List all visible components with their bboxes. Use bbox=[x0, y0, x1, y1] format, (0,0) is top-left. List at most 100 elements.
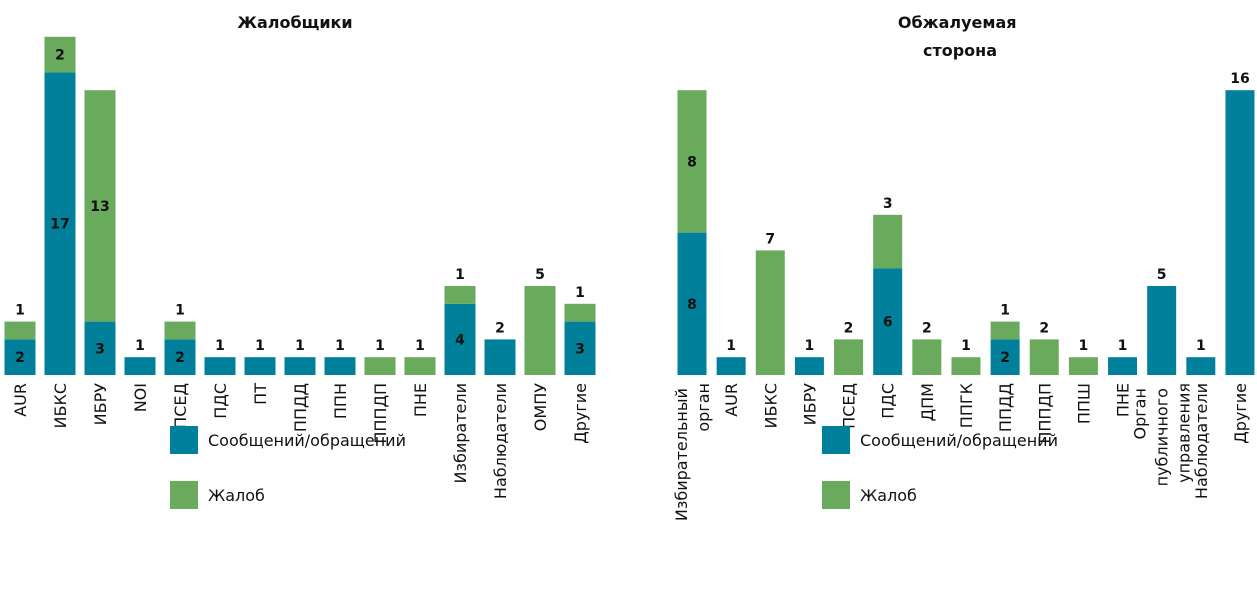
bar-segment bbox=[1108, 357, 1138, 375]
value-label: 4 bbox=[455, 332, 465, 348]
value-label: 6 bbox=[883, 315, 893, 331]
bar-segment bbox=[364, 357, 396, 375]
value-label: 8 bbox=[687, 297, 697, 313]
bar-segment bbox=[990, 339, 1020, 375]
x-tick-label: ППШ bbox=[1074, 383, 1093, 424]
x-tick-label: ИБКС bbox=[51, 383, 70, 428]
x-tick-label: ПСЕД bbox=[840, 383, 859, 429]
x-tick-label: Наблюдатели bbox=[491, 383, 510, 499]
value-label: 8 bbox=[687, 154, 697, 170]
x-tick-label: Другие bbox=[571, 383, 590, 444]
value-label: 2 bbox=[15, 350, 25, 366]
value-label: 2 bbox=[175, 350, 185, 366]
bar-segment bbox=[1029, 339, 1059, 375]
bar-segment bbox=[44, 72, 76, 376]
value-label: 5 bbox=[535, 267, 545, 283]
value-label: 2 bbox=[55, 48, 65, 64]
x-tick-label: Избирательный орган bbox=[672, 383, 713, 521]
x-tick-label: ПНЕ bbox=[1114, 383, 1133, 417]
x-tick-label: ПТ bbox=[251, 383, 270, 405]
bar-segment bbox=[564, 321, 596, 375]
value-label: 1 bbox=[375, 338, 385, 354]
legend-swatch bbox=[822, 481, 850, 509]
bar-segment bbox=[1147, 286, 1177, 375]
value-label: 1 bbox=[805, 338, 815, 354]
bar-segment bbox=[4, 321, 36, 340]
bar-segment bbox=[164, 321, 196, 340]
x-tick-label: ПППДП bbox=[1035, 383, 1054, 444]
value-label: 1 bbox=[961, 338, 971, 354]
value-label: 1 bbox=[455, 267, 465, 283]
bar-segment bbox=[873, 214, 903, 269]
bar-segment bbox=[677, 90, 707, 233]
value-label: 1 bbox=[726, 338, 736, 354]
x-tick-label: ОМПУ bbox=[531, 383, 550, 431]
bar-segment bbox=[912, 339, 942, 375]
bar-segment bbox=[524, 286, 556, 375]
value-label: 1 bbox=[135, 338, 145, 354]
x-tick-label: ППДД bbox=[996, 383, 1015, 432]
bar-segment bbox=[1186, 357, 1216, 375]
bar-segment bbox=[755, 250, 785, 375]
x-tick-label: ППДД bbox=[291, 383, 310, 432]
x-tick-label: ДПМ bbox=[918, 383, 937, 421]
bar-segment bbox=[484, 339, 516, 375]
bar-segment bbox=[284, 357, 316, 375]
value-label: 1 bbox=[1196, 338, 1206, 354]
bar-segment bbox=[124, 357, 156, 375]
x-tick-label: ПДС bbox=[879, 383, 898, 419]
bar-segment bbox=[677, 232, 707, 375]
legend-label: Жалоб bbox=[208, 486, 265, 505]
x-tick-label: ПППДП bbox=[371, 383, 390, 444]
x-tick-label: AUR bbox=[11, 383, 30, 417]
x-tick-label: ИБКС bbox=[761, 383, 780, 428]
bar-segment bbox=[873, 268, 903, 375]
x-tick-label: Избиратели bbox=[451, 383, 470, 484]
value-label: 1 bbox=[215, 338, 225, 354]
bar-segment bbox=[44, 36, 76, 73]
legend-swatch bbox=[822, 426, 850, 454]
bar-segment bbox=[716, 357, 746, 375]
value-label: 2 bbox=[844, 320, 854, 336]
value-label: 1 bbox=[295, 338, 305, 354]
bar-segment bbox=[951, 357, 981, 375]
bar-segment bbox=[834, 339, 864, 375]
value-label: 1 bbox=[415, 338, 425, 354]
value-label: 2 bbox=[1000, 350, 1010, 366]
bar-segment bbox=[794, 357, 824, 375]
value-label: 2 bbox=[922, 320, 932, 336]
legend-label: Жалоб bbox=[860, 486, 917, 505]
bar-segment bbox=[1068, 357, 1098, 375]
x-tick-label: Орган публичного управления bbox=[1131, 383, 1194, 486]
value-label: 1 bbox=[335, 338, 345, 354]
chart-title: Жалобщики bbox=[237, 13, 352, 32]
value-label: 17 bbox=[50, 217, 69, 233]
bar-segment bbox=[990, 321, 1020, 340]
legend-swatch bbox=[170, 426, 198, 454]
bar-segment bbox=[84, 90, 116, 322]
x-tick-label: Другие bbox=[1231, 383, 1250, 444]
value-label: 1 bbox=[1079, 338, 1089, 354]
bar-segment bbox=[324, 357, 356, 375]
value-label: 1 bbox=[255, 338, 265, 354]
value-label: 3 bbox=[883, 196, 893, 212]
bar-segment bbox=[444, 286, 476, 304]
legend-label: Сообщений/обращений bbox=[208, 431, 406, 450]
value-label: 2 bbox=[1039, 320, 1049, 336]
value-label: 5 bbox=[1157, 267, 1167, 283]
value-label: 1 bbox=[1118, 338, 1128, 354]
chart-title: Обжалуемая сторона bbox=[898, 13, 1022, 60]
bar-segment bbox=[84, 321, 116, 375]
value-label: 1 bbox=[575, 285, 585, 301]
x-tick-label: ППГК bbox=[957, 382, 976, 428]
bar-segment bbox=[4, 339, 36, 375]
x-tick-label: ИБРУ bbox=[91, 383, 110, 426]
bar-segment bbox=[204, 357, 236, 375]
bar-segment bbox=[444, 303, 476, 375]
value-label: 2 bbox=[495, 320, 505, 336]
legend-swatch bbox=[170, 481, 198, 509]
value-label: 16 bbox=[1230, 71, 1249, 87]
value-label: 1 bbox=[175, 303, 185, 319]
value-label: 1 bbox=[15, 303, 25, 319]
